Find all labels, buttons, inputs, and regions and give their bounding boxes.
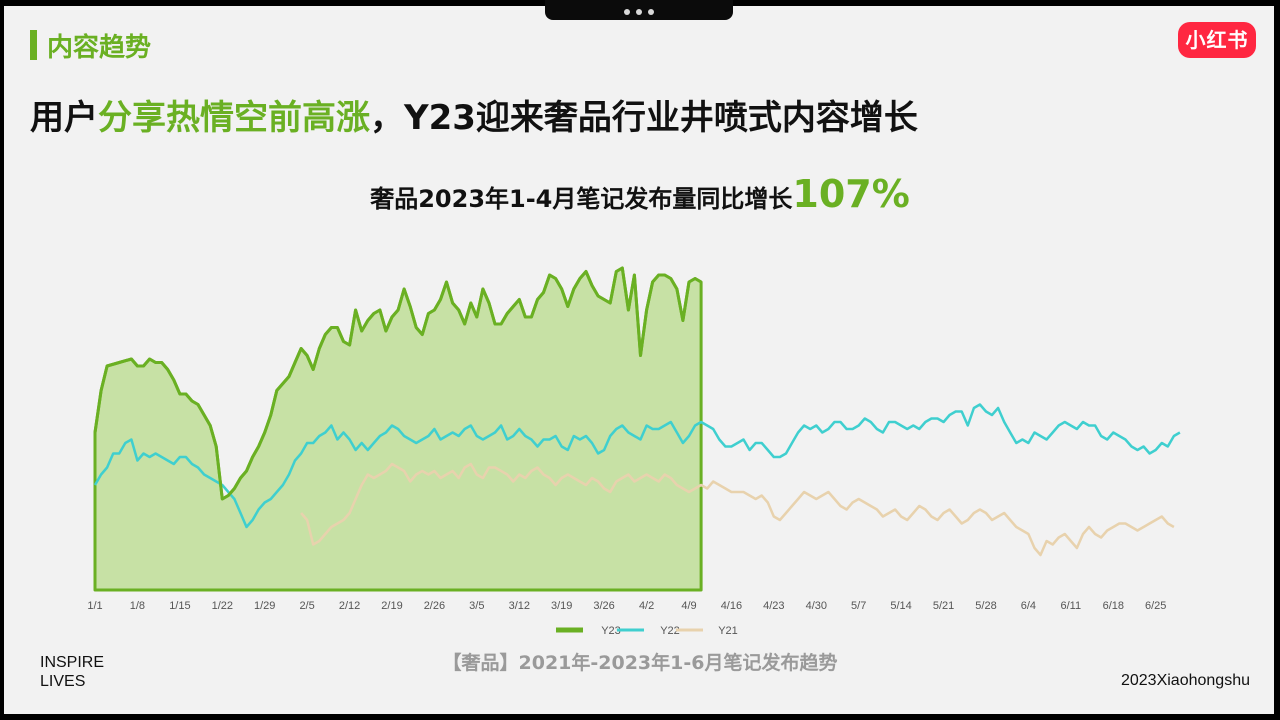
legend-label-y21: Y21 — [718, 625, 738, 637]
dot-icon — [648, 9, 654, 15]
x-tick-label: 5/21 — [933, 600, 954, 612]
subheadline: 奢品2023年1-4月笔记发布量同比增长107% — [0, 172, 1280, 216]
series-y21-line — [300, 462, 1175, 557]
headline-post: ，Y23迎来奢品行业井喷式内容增长 — [370, 98, 918, 138]
headline-highlight: 分享热情空前高涨 — [98, 98, 370, 138]
x-tick-label: 2/5 — [299, 600, 314, 612]
x-tick-label: 5/28 — [975, 600, 996, 612]
headline-pre: 用户 — [30, 98, 98, 138]
x-tick-label: 4/2 — [639, 600, 654, 612]
inspire-lives-mark: INSPIRE LIVES — [40, 653, 104, 691]
x-tick-label: 1/29 — [254, 600, 275, 612]
dot-icon — [636, 9, 642, 15]
y23-line-layer — [93, 266, 702, 501]
section-header: 内容趋势 — [30, 28, 152, 63]
x-tick-label: 4/23 — [763, 600, 784, 612]
inspire-line-2: LIVES — [40, 673, 86, 690]
inspire-line-1: INSPIRE — [40, 654, 105, 671]
x-tick-label: 1/8 — [130, 600, 145, 612]
y22-layer — [93, 403, 1181, 529]
headline: 用户分享热情空前高涨，Y23迎来奢品行业井喷式内容增长 — [30, 90, 918, 139]
subheadline-text: 奢品2023年1-4月笔记发布量同比增长 — [370, 185, 793, 213]
x-tick-label: 2/12 — [339, 600, 360, 612]
x-tick-label: 3/12 — [509, 600, 530, 612]
growth-value: 107% — [792, 172, 910, 216]
x-tick-label: 2/19 — [381, 600, 402, 612]
x-tick-label: 3/5 — [469, 600, 484, 612]
x-tick-label: 1/1 — [87, 600, 102, 612]
series-y23-line — [93, 266, 702, 501]
x-tick-label: 3/19 — [551, 600, 572, 612]
section-accent-bar — [30, 30, 37, 60]
x-tick-label: 4/30 — [806, 600, 827, 612]
series-y22-line — [93, 403, 1181, 529]
x-tick-label: 6/11 — [1061, 600, 1082, 612]
y21-layer — [300, 462, 1175, 557]
x-tick-label: 4/9 — [681, 600, 696, 612]
x-axis-ticks: 1/1 1/8 1/15 1/22 1/29 2/5 2/12 2/19 2/26 3/5 3/12… — [87, 600, 1166, 612]
x-tick-label: 1/15 — [169, 600, 190, 612]
x-tick-label: 4/16 — [721, 600, 742, 612]
x-tick-label: 6/18 — [1103, 600, 1124, 612]
x-tick-label: 1/22 — [212, 600, 233, 612]
x-tick-label: 5/7 — [851, 600, 866, 612]
xiaohongshu-logo: 小红书 — [1178, 22, 1256, 58]
legend-label-y23: Y23 — [601, 625, 621, 637]
legend-label-y22: Y22 — [660, 625, 680, 637]
copyright: 2023Xiaohongshu — [1120, 672, 1250, 689]
x-tick-label: 5/14 — [890, 600, 911, 612]
x-tick-label: 3/26 — [593, 600, 614, 612]
chart-caption: 【奢品】2021年-2023年1-6月笔记发布趋势 — [442, 652, 838, 674]
section-title: 内容趋势 — [47, 32, 152, 63]
dot-icon — [624, 9, 630, 15]
x-tick-label: 6/25 — [1145, 600, 1166, 612]
x-tick-label: 6/4 — [1021, 600, 1036, 612]
x-tick-label: 2/26 — [424, 600, 445, 612]
legend: Y23 Y22 Y21 — [556, 625, 738, 637]
window-control-dots[interactable] — [545, 0, 733, 20]
